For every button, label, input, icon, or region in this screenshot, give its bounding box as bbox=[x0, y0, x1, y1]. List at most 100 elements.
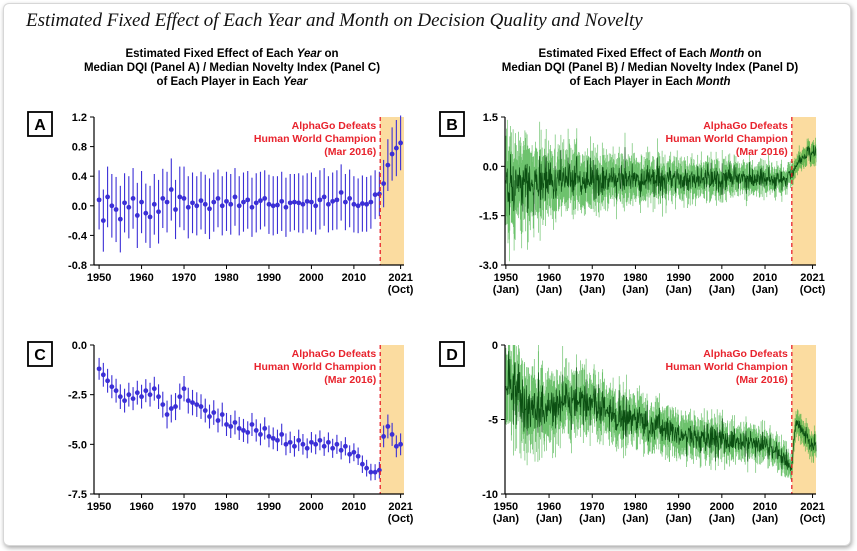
panel-c-point bbox=[164, 412, 170, 417]
panel-c-point bbox=[139, 394, 144, 400]
panel-c-point bbox=[190, 400, 195, 406]
panel-a-point bbox=[156, 209, 161, 215]
panel-c-x-tick-label: 2000 bbox=[299, 501, 323, 513]
panel-c-point bbox=[347, 451, 353, 457]
panel-c-point bbox=[364, 465, 370, 471]
panel-a-x-tick-label: 1960 bbox=[129, 272, 153, 284]
left-title-post: on bbox=[321, 48, 339, 60]
left-title-em: Year bbox=[296, 48, 322, 60]
panel-a-point bbox=[398, 140, 404, 146]
panel-a-point bbox=[292, 199, 297, 205]
panel-c-annotation-line: (Mar 2016) bbox=[324, 374, 376, 386]
panel-a-point bbox=[130, 196, 136, 201]
panel-a-point bbox=[304, 198, 310, 204]
panel-b-y-tick-label: 0.0 bbox=[483, 161, 498, 173]
panel-d-x-tick-label: (Oct) bbox=[800, 513, 826, 525]
panel-c-point bbox=[228, 424, 234, 429]
panel-b-x-tick-label: 1960 bbox=[537, 272, 561, 284]
panel-a-point bbox=[364, 201, 370, 207]
panel-a-y-tick-label: 0.0 bbox=[72, 201, 87, 213]
panel-c-point bbox=[96, 366, 102, 372]
panel-c-annotation-line: Human World Champion bbox=[254, 361, 376, 373]
panel-c-point bbox=[334, 441, 340, 447]
panel-a-point bbox=[262, 196, 268, 201]
panel-c-point bbox=[207, 414, 212, 419]
panel-c-x-tick-label: 1950 bbox=[87, 501, 111, 513]
panel-c-point bbox=[355, 453, 361, 459]
panel-a-point bbox=[283, 204, 289, 210]
panel-b-x-tick-label: (Oct) bbox=[800, 284, 826, 296]
panel-a-point bbox=[173, 207, 178, 212]
panel-a-point bbox=[147, 214, 153, 220]
panel-a-point bbox=[279, 198, 285, 204]
panel-a-point bbox=[359, 201, 365, 206]
panel-c-point bbox=[372, 469, 378, 475]
panel-d-x-tick-label: 2000 bbox=[710, 501, 734, 513]
panel-c-point bbox=[249, 422, 255, 427]
panel-c-point bbox=[296, 437, 302, 443]
panel-c-point bbox=[381, 433, 387, 439]
panel-a-point bbox=[190, 200, 195, 206]
panel-c-point bbox=[236, 426, 242, 431]
panel-d-x-tick-label: 1970 bbox=[580, 501, 604, 513]
panel-a-point bbox=[185, 204, 191, 210]
panel-a-y-tick-label: -0.4 bbox=[68, 230, 88, 242]
figure-frame: Estimated Fixed Effect of Each Year and … bbox=[3, 3, 851, 546]
panel-d-x-tick-label: 2021 bbox=[800, 501, 824, 513]
panel-c-point bbox=[385, 424, 391, 429]
panel-c-point bbox=[113, 388, 119, 394]
panel-c-point bbox=[117, 394, 123, 400]
panel-c-x-tick-label: 2010 bbox=[342, 501, 366, 513]
panel-d-x-tick-label: (Jan) bbox=[622, 513, 649, 525]
panel-d-x-tick-label: (Jan) bbox=[579, 513, 606, 525]
panel-c-point bbox=[287, 439, 293, 445]
panel-c-point bbox=[181, 386, 187, 392]
panel-c-point bbox=[198, 404, 204, 409]
panel-c-x-tick-label: 1970 bbox=[172, 501, 196, 513]
panel-a-y-tick-label: 1.2 bbox=[72, 112, 87, 124]
panel-b-post-alphago-region bbox=[791, 117, 816, 265]
panel-d-annotation-line: (Mar 2016) bbox=[736, 374, 788, 386]
panel-a-y-tick-label: 0.4 bbox=[72, 171, 88, 183]
panel-c-x-tick-label: (Oct) bbox=[388, 513, 414, 525]
panel-d-estimate-line bbox=[505, 351, 817, 472]
panel-a-point bbox=[113, 207, 119, 212]
right-title-post: on bbox=[744, 48, 762, 60]
panel-a-point bbox=[321, 194, 327, 200]
right-title-pre: Estimated Fixed Effect of Each bbox=[538, 48, 710, 60]
panel-a-point bbox=[275, 202, 280, 208]
panel-a-point bbox=[381, 181, 387, 187]
panel-a-point bbox=[389, 151, 395, 157]
panel-b-x-tick-label: 1950 bbox=[494, 272, 518, 284]
panel-b-y-tick-label: -3.0 bbox=[479, 260, 498, 272]
panel-a-x-tick-label: 1980 bbox=[214, 272, 238, 284]
panel-b-x-tick-label: (Jan) bbox=[622, 284, 649, 296]
panel-a-post-alphago-region bbox=[380, 117, 404, 265]
panel-c-label-box bbox=[27, 341, 53, 367]
panel-a-point bbox=[351, 201, 357, 207]
panel-b-x-tick-label: (Jan) bbox=[536, 284, 563, 296]
panel-a-x-tick-label: (Oct) bbox=[388, 284, 414, 296]
figure-title: Estimated Fixed Effect of Each Year and … bbox=[26, 10, 643, 31]
right-title-line2: Median DQI (Panel B) / Median Novelty In… bbox=[501, 62, 799, 74]
panel-a-y-tick-label: -0.8 bbox=[68, 260, 87, 272]
panel-a-point bbox=[309, 199, 314, 205]
panel-a-point bbox=[198, 198, 204, 204]
panel-c-point bbox=[100, 372, 106, 378]
panel-b-label-box bbox=[439, 111, 465, 137]
panel-d-x-tick-label: (Jan) bbox=[493, 513, 520, 525]
panel-a-point bbox=[219, 203, 225, 209]
panel-a-point bbox=[317, 197, 323, 203]
panel-a-point bbox=[245, 197, 251, 203]
panel-d-x-tick-label: 2010 bbox=[753, 501, 777, 513]
panel-c-point bbox=[122, 398, 127, 404]
panel-c-point bbox=[232, 420, 238, 425]
panel-c-point bbox=[160, 402, 166, 407]
panel-d-label-box bbox=[439, 341, 465, 367]
panel-c-point bbox=[134, 390, 140, 396]
panel-c-point bbox=[292, 443, 297, 449]
panel-c-y-tick-label: -5.0 bbox=[68, 439, 87, 451]
panel-a-point bbox=[236, 203, 242, 209]
panel-d-y-tick-label: 0 bbox=[492, 340, 498, 352]
